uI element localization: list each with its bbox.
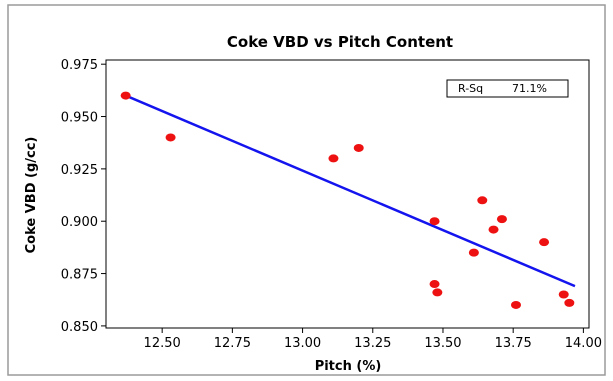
y-axis-label: Coke VBD (g/cc): [24, 137, 39, 254]
data-point: [432, 288, 443, 297]
legend-value: 71.1%: [512, 82, 547, 95]
y-tick-label: 0.850: [61, 320, 98, 335]
data-point: [539, 238, 550, 247]
data-point: [496, 215, 507, 224]
legend-box: R-Sq 71.1%: [446, 79, 569, 98]
data-point: [477, 196, 488, 205]
data-point: [558, 290, 569, 299]
data-point: [564, 298, 575, 307]
data-point: [328, 154, 339, 163]
y-tick-label: 0.925: [61, 163, 98, 178]
x-tick-label: 12.50: [144, 336, 181, 351]
data-point: [165, 133, 176, 142]
data-point: [353, 143, 364, 152]
data-point: [120, 91, 131, 100]
x-tick-label: 13.75: [495, 336, 532, 351]
plot-area: [105, 59, 590, 329]
data-point: [429, 280, 440, 289]
data-point: [429, 217, 440, 226]
y-tick-label: 0.875: [61, 268, 98, 283]
data-point: [488, 225, 499, 234]
data-points: [120, 91, 575, 309]
x-tick-label: 14.00: [565, 336, 602, 351]
x-tick-label: 13.25: [354, 336, 391, 351]
data-point: [510, 300, 521, 309]
y-tick-label: 0.975: [61, 58, 98, 73]
x-tick-label: 13.50: [424, 336, 461, 351]
regression-line: [125, 94, 576, 288]
legend-label: R-Sq: [458, 82, 483, 95]
x-axis-label: Pitch (%): [315, 359, 382, 374]
chart-title: Coke VBD vs Pitch Content: [227, 33, 453, 51]
x-tick-label: 12.75: [214, 336, 251, 351]
y-tick-label: 0.950: [61, 111, 98, 126]
data-point: [468, 248, 479, 257]
y-axis: 0.850 0.875 0.900 0.925 0.950 0.975: [61, 58, 106, 335]
y-tick-label: 0.900: [61, 215, 98, 230]
x-tick-label: 13.00: [284, 336, 321, 351]
x-axis: 12.50 12.75 13.00 13.25 13.50 13.75 14.00: [144, 328, 602, 351]
outer-frame: [7, 4, 606, 376]
